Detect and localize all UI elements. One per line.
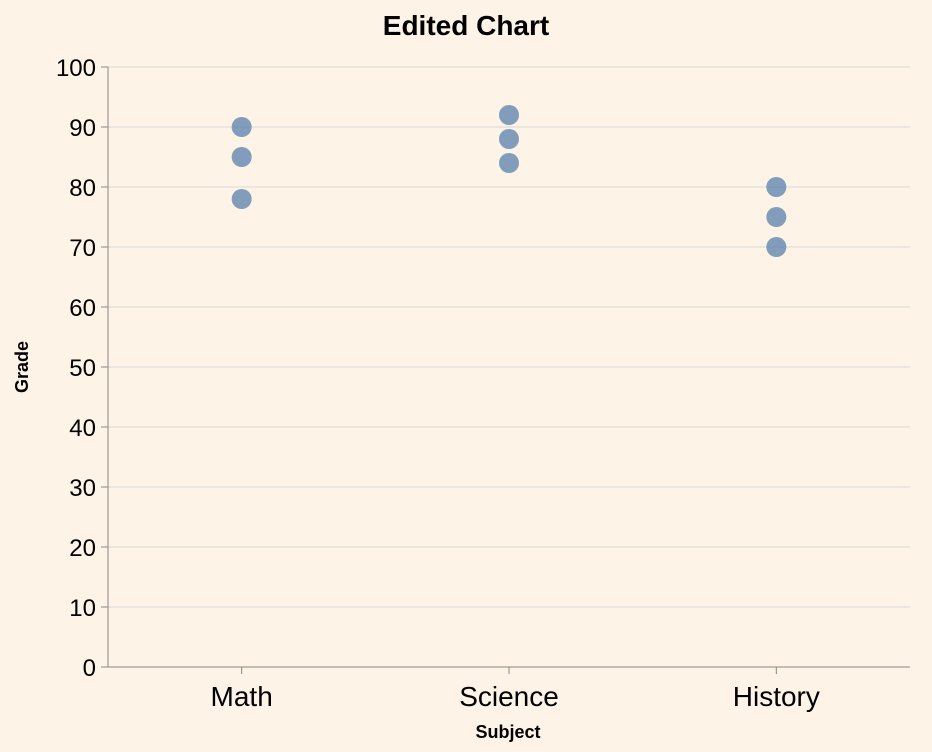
y-tick-label: 70 [69, 235, 96, 262]
grid-lines [108, 66, 910, 668]
data-point [766, 207, 787, 227]
x-tick-label: Science [459, 681, 559, 712]
y-tick-label: 20 [69, 535, 96, 562]
data-point [231, 189, 252, 209]
y-tick-label: 40 [69, 415, 96, 442]
x-tick-label: History [733, 681, 820, 712]
data-points [231, 105, 787, 257]
data-point [499, 153, 519, 173]
data-point [499, 129, 519, 149]
data-point [766, 177, 787, 197]
x-axis-title: Subject [475, 722, 540, 742]
y-tick-label: 80 [69, 175, 96, 202]
data-point [231, 117, 252, 137]
y-tick-label: 90 [69, 115, 96, 142]
data-point [499, 105, 519, 125]
data-point [766, 237, 787, 257]
axes: 0 10 20 30 40 50 60 70 80 90 100 Math Science History [56, 55, 910, 712]
y-tick-label: 10 [69, 595, 96, 622]
y-tick-label: 60 [69, 295, 96, 322]
chart-title: Edited Chart [383, 10, 549, 41]
y-tick-label: 0 [83, 655, 96, 682]
data-point [231, 147, 252, 167]
y-tick-label: 30 [69, 475, 96, 502]
y-tick-label: 100 [56, 55, 96, 82]
x-tick-label: Math [211, 681, 273, 712]
y-axis-title: Grade [12, 341, 32, 393]
y-tick-label: 50 [69, 355, 96, 382]
